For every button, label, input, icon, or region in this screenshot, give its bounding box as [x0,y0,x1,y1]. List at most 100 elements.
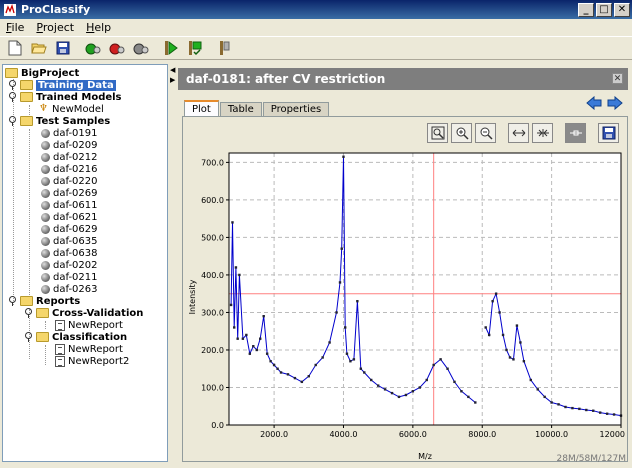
expand-handle-icon[interactable] [9,92,16,102]
save-button[interactable] [52,38,74,58]
tree-item-sample[interactable]: daf-0269 [41,187,98,199]
crosshair-toggle-button[interactable] [565,123,586,143]
close-button[interactable]: ✕ [614,2,630,17]
data-point [390,391,394,395]
expand-handle-icon[interactable] [9,116,16,126]
x-tick-label: 6000.0 [399,430,427,439]
tab-properties[interactable]: Properties [262,102,330,116]
tab-plot[interactable]: Plot [184,100,219,116]
data-point [550,401,553,404]
tree-item-sample[interactable]: daf-0211 [41,271,98,283]
close-document-button[interactable]: ✕ [612,73,623,84]
run-button[interactable] [160,38,182,58]
data-point [252,345,255,348]
y-tick-label: 100.0 [201,383,224,392]
tree-item-sample[interactable]: daf-0621 [41,211,98,223]
open-folder-icon [31,43,47,54]
tree-item-sample[interactable]: daf-0212 [41,151,98,163]
tree-item-report[interactable]: NewReport [55,319,123,331]
maximize-button[interactable]: □ [596,2,612,17]
tree-item-sample[interactable]: daf-0220 [41,175,98,187]
data-point [557,403,560,406]
expand-x-button[interactable] [508,123,529,143]
tree-item-sample[interactable]: daf-0216 [41,163,98,175]
data-point [484,326,487,329]
expand-handle-icon[interactable] [9,80,16,90]
data-point [491,299,494,303]
expand-handle-icon[interactable] [25,308,32,318]
tree-item-sample[interactable]: daf-0191 [41,127,98,139]
folder-icon [20,116,33,126]
spectrum-chart[interactable]: 0.0 100.0 200.0 300.0 400.0 500.0 600.0 700.0 2… [183,147,627,461]
tree-item-root[interactable]: BigProject [5,67,79,79]
data-point [522,360,526,363]
sample-icon [41,140,50,150]
tree-item-report[interactable]: NewReport2 [55,355,129,367]
menu-bar: File Project Help [0,19,632,36]
y-tick-label: 400.0 [201,271,224,280]
data-point [383,388,387,391]
data-point [335,311,338,314]
collapse-left-icon[interactable]: ◀ [170,66,176,74]
data-point [349,360,352,363]
run-check-button[interactable] [184,38,206,58]
collapse-right-icon[interactable]: ▶ [170,76,176,84]
data-point [411,390,415,393]
tree-item-sample[interactable]: daf-0209 [41,139,98,151]
data-point [592,409,595,412]
tree-item-classification[interactable]: Classification [25,331,127,343]
menu-file[interactable]: File [6,21,25,34]
contract-x-button[interactable] [532,123,553,143]
tree-item-test-samples[interactable]: Test Samples [9,115,110,127]
data-point [286,373,290,376]
tree-item-sample[interactable]: daf-0263 [41,283,98,295]
add-red-button[interactable] [106,38,128,58]
tree-item-trained-models[interactable]: Trained Models [9,91,122,103]
sample-icon [41,248,50,258]
tree-item-sample[interactable]: daf-0611 [41,199,98,211]
tree-item-sample[interactable]: daf-0202 [41,259,98,271]
open-button[interactable] [28,38,50,58]
tree-item-reports[interactable]: Reports [9,295,80,307]
sample-icon [41,128,50,138]
tree-item-training-data[interactable]: Training Data [9,79,116,91]
tree-item-cross-validation[interactable]: Cross-Validation [25,307,143,319]
new-file-button[interactable] [4,38,26,58]
zoom-out-icon [480,127,493,140]
tree-item-sample[interactable]: daf-0635 [41,235,98,247]
previous-sample-button[interactable] [585,94,603,112]
zoom-in-button[interactable] [451,123,472,143]
add-green-button[interactable] [82,38,104,58]
tree-item-report[interactable]: NewReport [55,343,123,355]
zoom-out-button[interactable] [475,123,496,143]
panel-splitter[interactable]: ◀ ▶ [169,64,177,462]
data-point [363,371,366,374]
x-tick-label: 12000 [600,430,625,439]
sample-icon [41,224,50,234]
tab-table[interactable]: Table [219,102,262,116]
save-plot-button[interactable] [598,123,619,143]
plot-toolbar [427,123,619,143]
data-point [598,411,602,414]
project-tree: BigProject Training Data Trained Models … [2,64,168,462]
data-point [245,333,248,337]
x-tick-label: 8000.0 [468,430,496,439]
expand-handle-icon[interactable] [25,332,32,342]
data-point [231,221,234,224]
expand-handle-icon[interactable] [9,296,16,306]
next-sample-button[interactable] [606,94,624,112]
minimize-button[interactable]: _ [578,2,594,17]
zoom-box-button[interactable] [427,123,448,143]
menu-help[interactable]: Help [86,21,112,34]
tree-item-sample[interactable]: daf-0629 [41,223,98,235]
bookmark-button[interactable] [214,38,236,58]
data-point [585,408,588,412]
y-tick-label: 600.0 [201,196,224,205]
tree-item-model[interactable]: ♆ NewModel [39,103,104,115]
data-point [279,371,283,374]
expand-x-icon [512,129,525,137]
menu-project[interactable]: Project [36,21,75,34]
tree-item-sample[interactable]: daf-0638 [41,247,98,259]
add-gray-button[interactable] [130,38,152,58]
y-tick-label: 300.0 [201,308,224,317]
